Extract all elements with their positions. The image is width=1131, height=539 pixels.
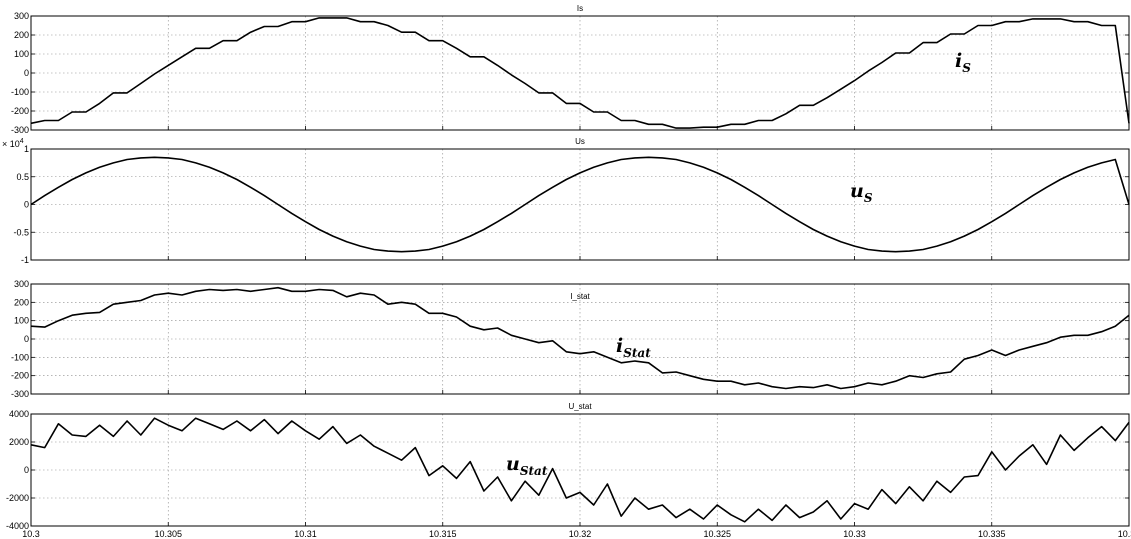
subplot-title: I_stat [570, 292, 590, 301]
y-tick-label: 300 [14, 11, 29, 21]
y-tick-label: 300 [14, 279, 29, 289]
series-annotation: uS [850, 180, 873, 205]
x-tick-label: 10.325 [703, 529, 731, 539]
y-tick-label: -2000 [6, 493, 29, 503]
y-tick-label: 0 [24, 200, 29, 210]
subplot-title: Us [575, 137, 585, 146]
x-tick-label: 10.335 [978, 529, 1006, 539]
y-tick-label: 0 [24, 68, 29, 78]
series-line [30, 156, 1130, 253]
y-tick-label: 0.5 [16, 172, 29, 182]
y-tick-label: -4000 [6, 521, 29, 531]
series-annotation: uStat [506, 453, 548, 478]
y-tick-label: 100 [14, 49, 29, 59]
y-tick-label: 4000 [9, 409, 29, 419]
x-tick-label: 10.31 [294, 529, 317, 539]
y-tick-label: -200 [11, 106, 29, 116]
y-tick-label: -200 [11, 371, 29, 381]
subplot-2: Us -1 -0.5 0 0.5 1× 104 uS [2, 137, 1130, 265]
x-tick-label: 10.305 [154, 529, 182, 539]
y-tick-label: 200 [14, 297, 29, 307]
series-annotation: iStat [616, 335, 651, 360]
subplot-title: Is [577, 4, 583, 13]
x-tick-label: 10.33 [843, 529, 866, 539]
x-tick-label: 10.315 [429, 529, 457, 539]
y-tick-label: -300 [11, 125, 29, 135]
y-tick-label: -0.5 [13, 227, 29, 237]
y-tick-label: -100 [11, 87, 29, 97]
y-tick-label: 1 [24, 144, 29, 154]
y-tick-label: 2000 [9, 437, 29, 447]
x-tick-label: 10.3 [22, 529, 40, 539]
subplot-title: U_stat [568, 402, 592, 411]
subplot-4: U_stat -4000 -2000 0 2000 4000 10.3 10.305 10.31… [6, 402, 1131, 539]
y-tick-label: 100 [14, 316, 29, 326]
series-line [30, 17, 1130, 129]
series-line [30, 286, 1130, 390]
y-exponent-label: × 104 [2, 138, 24, 149]
y-tick-label: -300 [11, 389, 29, 399]
y-tick-label: 0 [24, 334, 29, 344]
x-tick-label: 10.32 [569, 529, 592, 539]
series-line [30, 417, 1130, 523]
y-tick-label: -100 [11, 352, 29, 362]
y-tick-label: 0 [24, 465, 29, 475]
x-tick-label: 10.34 [1118, 529, 1131, 539]
y-tick-label: -1 [21, 255, 29, 265]
subplot-3: I_stat -300 -200 -100 0 100 200 300 iStat [11, 279, 1130, 399]
y-tick-label: 200 [14, 30, 29, 40]
